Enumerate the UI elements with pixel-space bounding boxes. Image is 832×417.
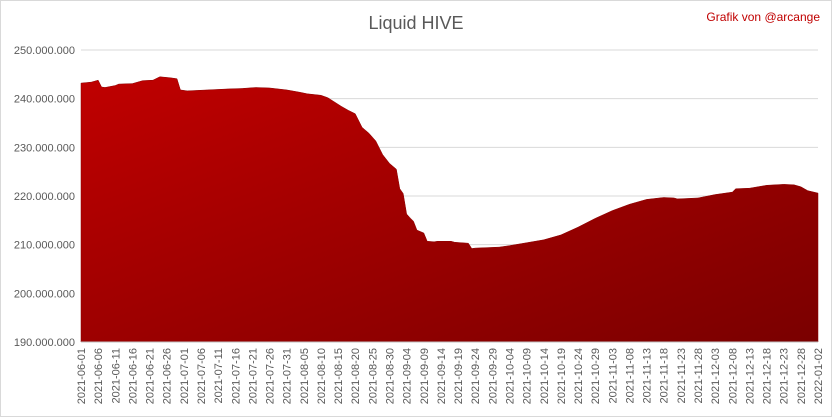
x-tick-label: 2021-12-28 xyxy=(796,348,808,404)
x-tick-label: 2021-07-26 xyxy=(265,348,277,404)
x-tick-label: 2021-12-23 xyxy=(779,348,791,404)
x-tick-label: 2021-06-16 xyxy=(127,348,139,404)
x-tick-label: 2021-06-01 xyxy=(76,348,88,404)
x-tick-label: 2021-08-20 xyxy=(350,348,362,404)
x-tick-label: 2021-11-28 xyxy=(693,348,705,403)
x-tick-label: 2021-10-29 xyxy=(590,348,602,404)
x-tick-label: 2021-11-13 xyxy=(642,348,654,403)
x-tick-label: 2021-10-14 xyxy=(539,348,551,404)
x-tick-label: 2021-07-11 xyxy=(213,348,225,403)
x-tick-label: 2021-07-06 xyxy=(196,348,208,404)
x-tick-label: 2021-09-19 xyxy=(453,348,465,404)
y-tick-label: 250.000.000 xyxy=(14,45,75,57)
x-tick-label: 2021-07-21 xyxy=(247,348,259,404)
x-axis: 2021-06-01 2021-06-06 2021-06-11 2021-06-16… xyxy=(76,348,825,404)
x-tick-label: 2021-09-09 xyxy=(419,348,431,404)
x-tick-label: 2021-07-16 xyxy=(230,348,242,404)
x-tick-label: 2021-06-21 xyxy=(145,348,157,404)
x-tick-label: 2021-11-23 xyxy=(676,348,688,403)
x-tick-label: 2021-11-18 xyxy=(659,348,671,403)
x-tick-label: 2021-10-19 xyxy=(556,348,568,404)
area-series xyxy=(80,76,819,343)
x-tick-label: 2021-08-05 xyxy=(299,348,311,404)
y-tick-label: 230.000.000 xyxy=(14,142,75,154)
x-tick-label: 2021-10-09 xyxy=(522,348,534,404)
x-tick-label: 2021-07-01 xyxy=(179,348,191,404)
x-tick-label: 2021-07-31 xyxy=(282,348,294,404)
y-tick-label: 200.000.000 xyxy=(14,288,75,300)
x-tick-label: 2021-09-24 xyxy=(470,348,482,404)
x-tick-label: 2021-11-08 xyxy=(624,348,636,403)
x-tick-label: 2021-06-06 xyxy=(93,348,105,404)
chart-credit: Grafik von @arcange xyxy=(706,10,820,24)
x-tick-label: 2021-09-29 xyxy=(487,348,499,404)
y-axis: 190.000.000 200.000.000 210.000.000 220.000… xyxy=(14,45,75,349)
chart-title: Liquid HIVE xyxy=(368,13,463,33)
x-tick-label: 2021-08-10 xyxy=(316,348,328,404)
x-tick-label: 2021-12-08 xyxy=(727,348,739,404)
x-tick-label: 2021-12-03 xyxy=(710,348,722,404)
x-tick-label: 2021-06-26 xyxy=(162,348,174,404)
y-tick-label: 220.000.000 xyxy=(14,191,75,203)
x-tick-label: 2021-12-13 xyxy=(744,348,756,404)
x-tick-label: 2021-08-30 xyxy=(385,348,397,404)
y-tick-label: 240.000.000 xyxy=(14,94,75,106)
x-tick-label: 2021-10-24 xyxy=(573,348,585,404)
y-tick-label: 190.000.000 xyxy=(14,337,75,349)
x-tick-label: 2021-09-04 xyxy=(402,348,414,404)
x-tick-label: 2021-06-11 xyxy=(110,348,122,403)
x-tick-label: 2021-09-14 xyxy=(436,348,448,404)
x-tick-label: 2021-12-18 xyxy=(762,348,774,404)
x-tick-label: 2021-08-25 xyxy=(367,348,379,404)
x-tick-label: 2021-10-04 xyxy=(504,348,516,404)
x-tick-label: 2022-01-02 xyxy=(813,348,825,404)
x-tick-label: 2021-11-03 xyxy=(607,348,619,403)
x-tick-label: 2021-08-15 xyxy=(333,348,345,404)
y-tick-label: 210.000.000 xyxy=(14,240,75,252)
